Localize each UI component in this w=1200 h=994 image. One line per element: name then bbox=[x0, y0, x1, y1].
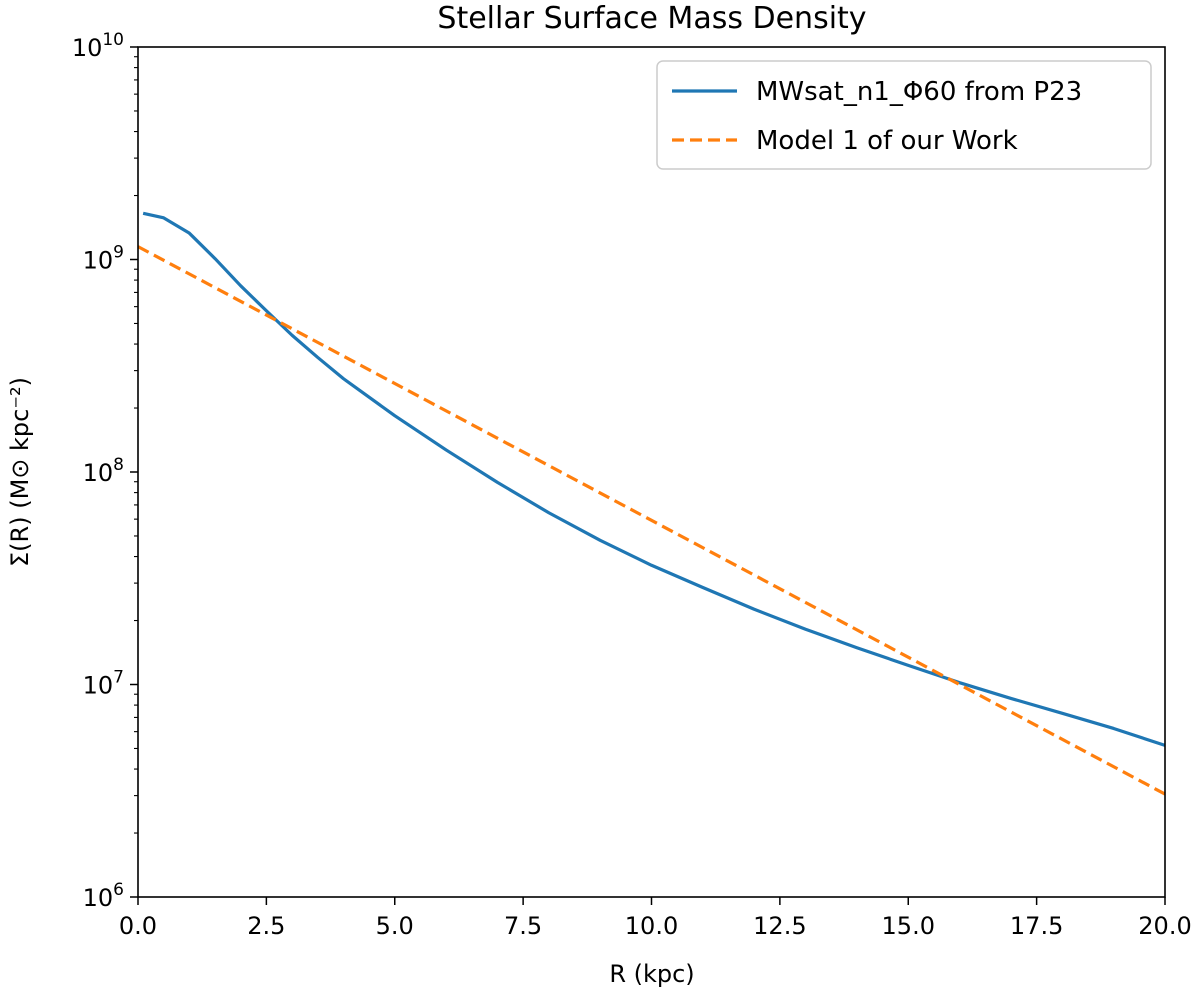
legend-entry-model-1: Model 1 of our Work bbox=[756, 126, 1018, 156]
x-tick-label: 7.5 bbox=[504, 912, 542, 940]
series-line-0 bbox=[142, 211, 1166, 747]
y-tick-label: 108 bbox=[83, 455, 124, 487]
x-axis-label: R (kpc) bbox=[609, 960, 694, 988]
chart-title: Stellar Surface Mass Density bbox=[437, 1, 866, 36]
legend-box bbox=[656, 60, 1152, 170]
x-tick-label: 5.0 bbox=[376, 912, 414, 940]
x-tick-label: 2.5 bbox=[247, 912, 285, 940]
x-tick-label: 10.0 bbox=[625, 912, 678, 940]
plot-frame bbox=[137, 46, 1166, 898]
legend-entry-mwsat: MWsat_n1_Φ60 from P23 bbox=[756, 77, 1082, 107]
x-tick-label: 17.5 bbox=[1010, 912, 1063, 940]
y-axis: 106 107 108 109 1010 bbox=[72, 30, 138, 912]
x-tick-label: 0.0 bbox=[119, 912, 157, 940]
plot-content bbox=[137, 211, 1166, 796]
x-axis: 0.0 2.5 5.0 7.5 10.0 12.5 15.0 17.5 20.0 bbox=[119, 897, 1192, 940]
x-tick-label: 20.0 bbox=[1138, 912, 1191, 940]
y-tick-label: 1010 bbox=[72, 30, 124, 62]
x-tick-label: 12.5 bbox=[753, 912, 806, 940]
x-tick-label: 15.0 bbox=[882, 912, 935, 940]
legend: MWsat_n1_Φ60 from P23 Model 1 of our Wor… bbox=[656, 60, 1152, 170]
y-tick-label: 109 bbox=[83, 243, 124, 275]
y-tick-label: 106 bbox=[83, 880, 124, 912]
y-tick-label: 107 bbox=[83, 668, 124, 700]
series-line-1 bbox=[137, 245, 1166, 796]
y-axis-label: Σ(R) (M⊙ kpc⁻²) bbox=[6, 377, 34, 567]
